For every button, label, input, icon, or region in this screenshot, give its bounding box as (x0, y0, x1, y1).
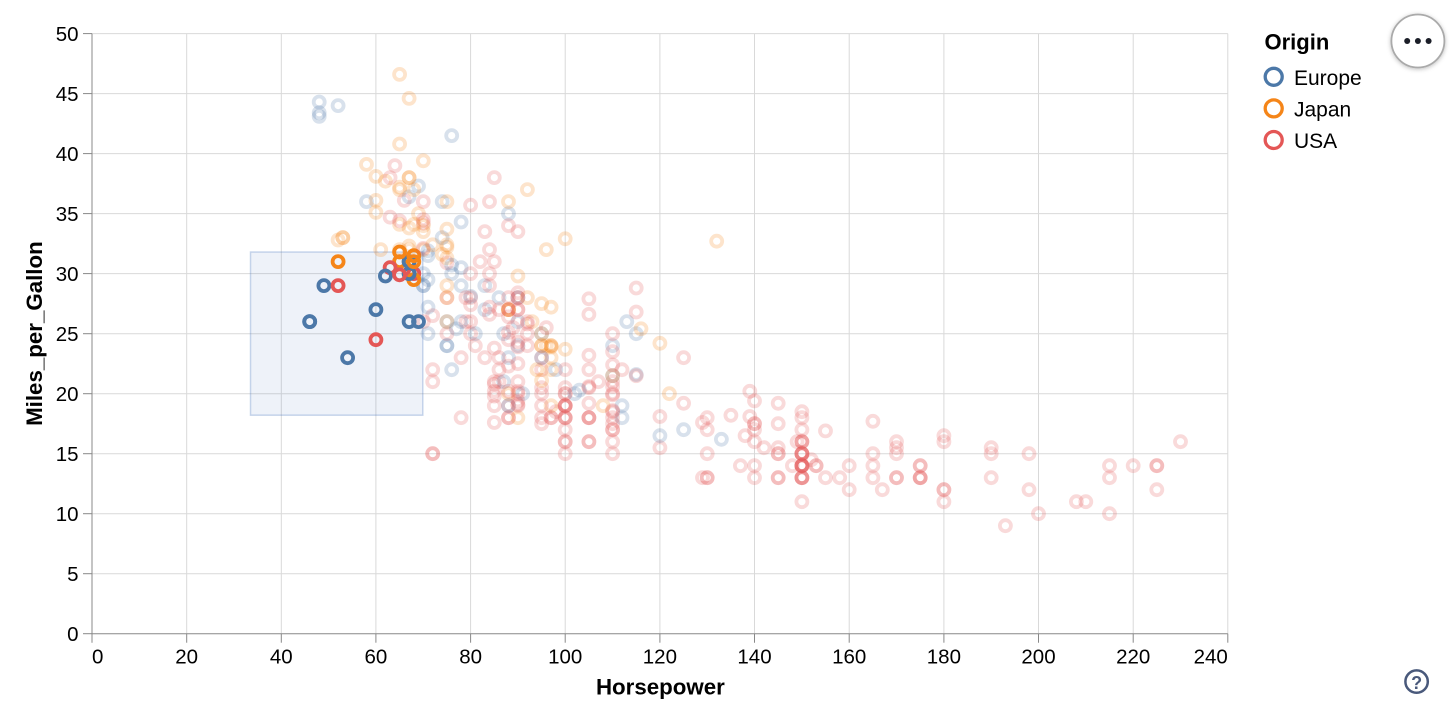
svg-text:200: 200 (1021, 646, 1055, 669)
svg-text:15: 15 (56, 443, 79, 466)
svg-text:220: 220 (1116, 646, 1150, 669)
svg-text:20: 20 (175, 646, 198, 669)
svg-text:160: 160 (832, 646, 866, 669)
svg-text:0: 0 (67, 623, 78, 646)
svg-text:10: 10 (56, 503, 79, 526)
svg-text:50: 50 (56, 23, 79, 46)
svg-text:180: 180 (927, 646, 961, 669)
svg-text:Europe: Europe (1294, 67, 1362, 90)
svg-text:30: 30 (56, 263, 79, 286)
svg-text:0: 0 (92, 646, 103, 669)
svg-text:80: 80 (459, 646, 482, 669)
svg-text:45: 45 (56, 83, 79, 106)
svg-text:120: 120 (643, 646, 677, 669)
svg-text:100: 100 (548, 646, 582, 669)
svg-text:Horsepower: Horsepower (596, 675, 725, 700)
svg-text:25: 25 (56, 323, 79, 346)
svg-text:?: ? (1411, 673, 1422, 693)
svg-text:40: 40 (270, 646, 293, 669)
svg-text:Miles_per_Gallon: Miles_per_Gallon (22, 241, 47, 426)
svg-text:35: 35 (56, 203, 79, 226)
svg-text:USA: USA (1294, 130, 1337, 153)
svg-text:60: 60 (364, 646, 387, 669)
svg-text:40: 40 (56, 143, 79, 166)
svg-text:20: 20 (56, 383, 79, 406)
svg-text:240: 240 (1194, 646, 1228, 669)
svg-text:5: 5 (67, 563, 78, 586)
svg-text:140: 140 (737, 646, 771, 669)
svg-text:Japan: Japan (1294, 98, 1351, 121)
svg-text:Origin: Origin (1265, 30, 1330, 55)
